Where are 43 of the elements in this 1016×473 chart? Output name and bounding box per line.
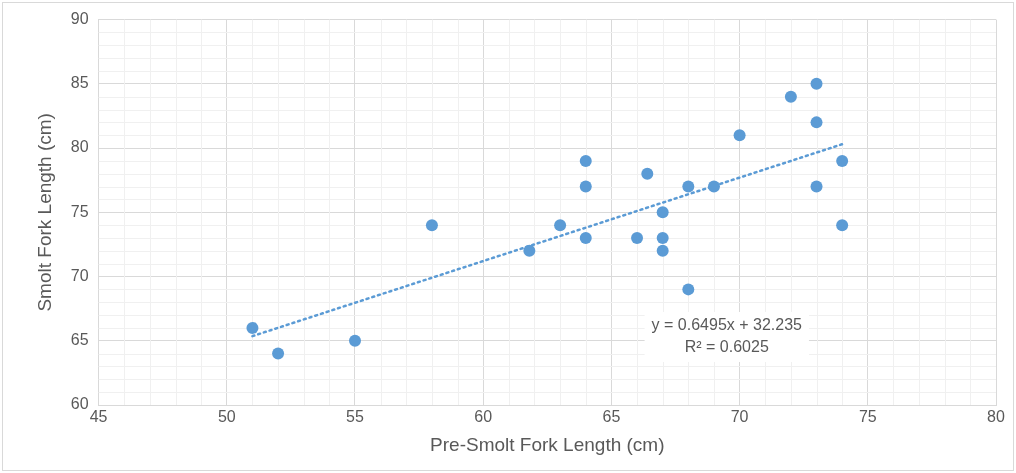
point (682, 180, 695, 193)
x-tick-label: 65 (602, 408, 621, 426)
y-axis-title: Smolt Fork Length (cm) (33, 113, 55, 312)
point (836, 154, 849, 167)
point (733, 129, 746, 142)
y-tick-label: 80 (70, 138, 89, 156)
y-tick-label: 70 (70, 266, 89, 284)
x-axis-title: Pre-Smolt Fork Length (cm) (430, 433, 665, 455)
point (579, 231, 592, 244)
point (656, 206, 669, 219)
annotation: R² = 0.6025 (684, 338, 769, 356)
point (272, 347, 285, 360)
x-tick-label: 70 (730, 408, 749, 426)
point (641, 167, 654, 180)
y-tick-label: 75 (70, 202, 89, 220)
x-tick-label: 75 (858, 408, 877, 426)
point (579, 180, 592, 193)
point (656, 244, 669, 257)
point (554, 219, 567, 232)
point (810, 180, 823, 193)
point (579, 154, 592, 167)
point (784, 90, 797, 103)
point (810, 77, 823, 90)
point (656, 231, 669, 244)
x-tick-label: 50 (217, 408, 236, 426)
x-tick-label: 80 (987, 408, 1005, 426)
point (707, 180, 720, 193)
point (425, 219, 438, 232)
point (523, 244, 536, 257)
point (682, 283, 695, 296)
x-tick-label: 45 (89, 408, 108, 426)
point (836, 219, 849, 232)
point (349, 334, 361, 347)
point (246, 321, 259, 334)
y-tick-label: 85 (70, 74, 89, 92)
x-tick-label: 55 (346, 408, 364, 426)
y-tick-label: 60 (70, 395, 89, 413)
y-tick-label: 90 (70, 10, 89, 28)
annotation: y = 0.6495x + 32.235 (651, 316, 803, 334)
point (810, 116, 823, 129)
y-tick-label: 65 (70, 331, 89, 349)
point (631, 231, 644, 244)
x-tick-label: 60 (474, 408, 493, 426)
